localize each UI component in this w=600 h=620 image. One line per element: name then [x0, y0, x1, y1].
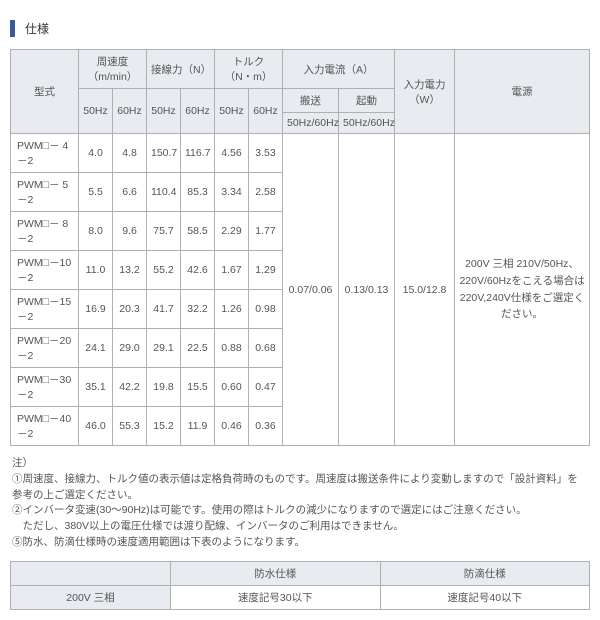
cell: PWM□－10－2: [11, 251, 79, 290]
cell: 3.34: [215, 173, 249, 212]
cell: 15.2: [147, 407, 181, 446]
t2-h1: 防水仕様: [171, 561, 381, 585]
cell: 22.5: [181, 329, 215, 368]
th-psu: 電源: [455, 50, 590, 134]
cell: 20.3: [113, 290, 147, 329]
notes-head: 注）: [12, 456, 588, 472]
cell: PWM□－20－2: [11, 329, 79, 368]
cell: 0.36: [249, 407, 283, 446]
cell: 4.56: [215, 134, 249, 173]
cell: 0.88: [215, 329, 249, 368]
cell: 58.5: [181, 212, 215, 251]
spec-table: 型式 周速度（m/min） 接線力（N） トルク（N・m） 入力電流（A） 入力…: [10, 49, 590, 446]
cell: PWM□－30－2: [11, 368, 79, 407]
th-start: 起動: [339, 89, 395, 113]
th-convey: 搬送: [283, 89, 339, 113]
section-title: 仕様: [10, 20, 590, 37]
note-5: ⑤防水、防滴仕様時の速度適用範囲は下表のようになります。: [12, 535, 588, 551]
cell: 11.0: [79, 251, 113, 290]
cell: 41.7: [147, 290, 181, 329]
cell: 0.07/0.06: [283, 134, 339, 446]
note-1: ①周速度、接線力、トルク値の表示値は定格負荷時のものです。周速度は搬送条件により…: [12, 472, 588, 504]
th-model: 型式: [11, 50, 79, 134]
th-50hz: 50Hz: [147, 89, 181, 134]
cell: 42.6: [181, 251, 215, 290]
cell: 16.9: [79, 290, 113, 329]
cell: 1.67: [215, 251, 249, 290]
th-force: 接線力（N）: [147, 50, 215, 89]
cell: PWM□－ 5－2: [11, 173, 79, 212]
cell: 150.7: [147, 134, 181, 173]
note-2: ②インバータ変速(30～90Hz)は可能です。使用の際はトルクの減少になりますの…: [12, 503, 588, 519]
cell: 55.2: [147, 251, 181, 290]
cell: 4.0: [79, 134, 113, 173]
cell: 15.0/12.8: [395, 134, 455, 446]
t2-h2: 防滴仕様: [380, 561, 590, 585]
cell: PWM□－ 8－2: [11, 212, 79, 251]
cell: 42.2: [113, 368, 147, 407]
t2-r1c2: 速度記号30以下: [171, 585, 381, 609]
th-5060: 50Hz/60Hz: [339, 113, 395, 134]
water-spec-table: 防水仕様 防滴仕様 200V 三相 速度記号30以下 速度記号40以下: [10, 561, 590, 610]
cell: 1.26: [215, 290, 249, 329]
cell: 5.5: [79, 173, 113, 212]
t2-empty: [11, 561, 171, 585]
cell: 75.7: [147, 212, 181, 251]
cell: 24.1: [79, 329, 113, 368]
cell: 0.98: [249, 290, 283, 329]
cell: 32.2: [181, 290, 215, 329]
th-torque: トルク（N・m）: [215, 50, 283, 89]
th-current: 入力電流（A）: [283, 50, 395, 89]
th-5060: 50Hz/60Hz: [283, 113, 339, 134]
cell: 6.6: [113, 173, 147, 212]
t2-r1c3: 速度記号40以下: [380, 585, 590, 609]
cell: 9.6: [113, 212, 147, 251]
cell: 8.0: [79, 212, 113, 251]
th-60hz: 60Hz: [249, 89, 283, 134]
cell: 55.3: [113, 407, 147, 446]
cell: 1.77: [249, 212, 283, 251]
cell: 29.0: [113, 329, 147, 368]
notes-block: 注） ①周速度、接線力、トルク値の表示値は定格負荷時のものです。周速度は搬送条件…: [12, 456, 588, 551]
cell: 200V 三相 210V/50Hz、220V/60Hzをこえる場合は220V,2…: [455, 134, 590, 446]
th-power: 入力電力（W）: [395, 50, 455, 134]
cell: 0.60: [215, 368, 249, 407]
cell: 0.46: [215, 407, 249, 446]
note-2b: ただし、380V以上の電圧仕様では渡り配線、インバータのご利用はできません。: [12, 519, 588, 535]
cell: 11.9: [181, 407, 215, 446]
cell: 110.4: [147, 173, 181, 212]
cell: 13.2: [113, 251, 147, 290]
cell: 0.68: [249, 329, 283, 368]
cell: 15.5: [181, 368, 215, 407]
cell: 2.58: [249, 173, 283, 212]
cell: 35.1: [79, 368, 113, 407]
cell: PWM□－40－2: [11, 407, 79, 446]
cell: 0.47: [249, 368, 283, 407]
th-speed: 周速度（m/min）: [79, 50, 147, 89]
th-60hz: 60Hz: [113, 89, 147, 134]
cell: PWM□－ 4－2: [11, 134, 79, 173]
cell: 3.53: [249, 134, 283, 173]
cell: PWM□－15－2: [11, 290, 79, 329]
cell: 19.8: [147, 368, 181, 407]
th-60hz: 60Hz: [181, 89, 215, 134]
cell: 85.3: [181, 173, 215, 212]
th-50hz: 50Hz: [79, 89, 113, 134]
t2-r1c1: 200V 三相: [11, 585, 171, 609]
cell: 46.0: [79, 407, 113, 446]
th-50hz: 50Hz: [215, 89, 249, 134]
cell: 1.29: [249, 251, 283, 290]
cell: 4.8: [113, 134, 147, 173]
cell: 2.29: [215, 212, 249, 251]
cell: 116.7: [181, 134, 215, 173]
cell: 29.1: [147, 329, 181, 368]
cell: 0.13/0.13: [339, 134, 395, 446]
